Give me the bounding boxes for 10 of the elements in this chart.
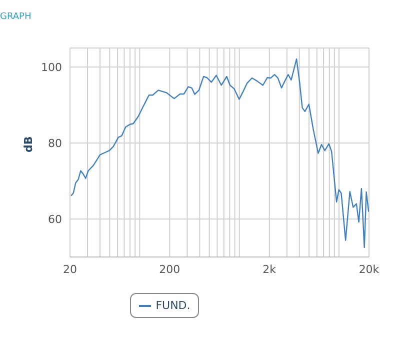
y-axis-title: dB bbox=[22, 136, 35, 152]
chart-title: GRAPH bbox=[0, 12, 32, 22]
legend-label: FUND. bbox=[154, 299, 190, 312]
x-tick-label: 20 bbox=[63, 262, 77, 276]
y-tick-label: 100 bbox=[41, 60, 62, 74]
y-tick-label: 80 bbox=[48, 136, 62, 150]
y-tick-label: 60 bbox=[48, 212, 62, 226]
x-tick-label: 20k bbox=[358, 262, 380, 276]
x-tick-label: 2k bbox=[262, 262, 277, 276]
x-tick-label: 200 bbox=[159, 262, 180, 276]
